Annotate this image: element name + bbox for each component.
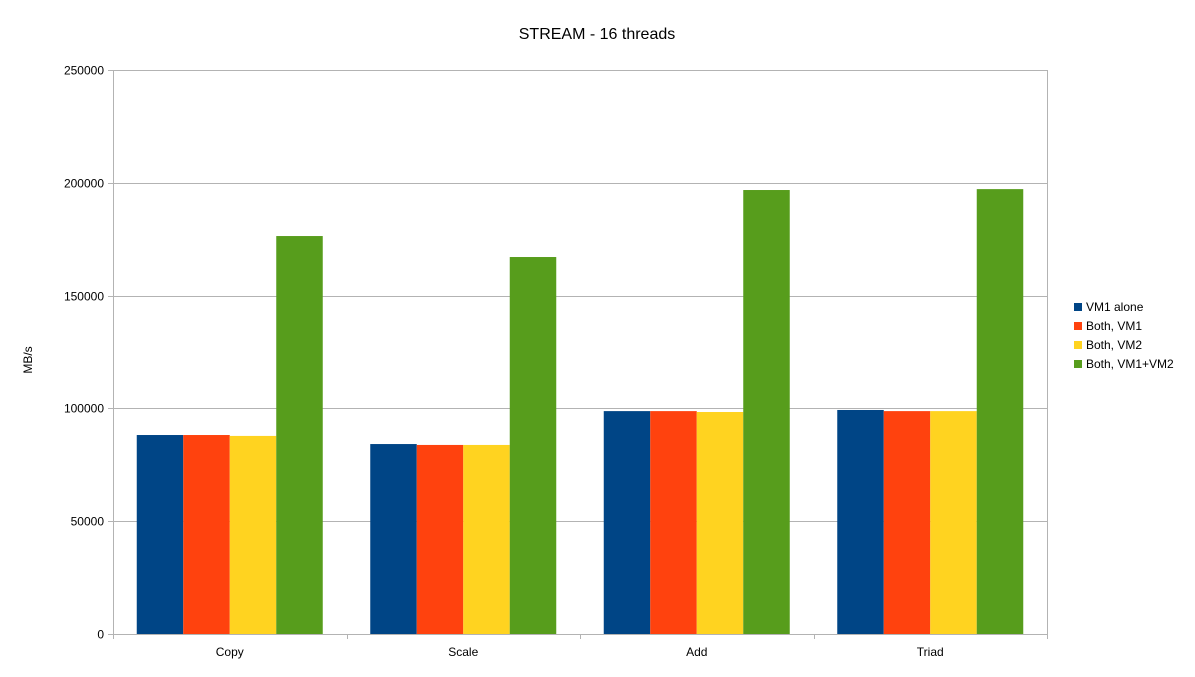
x-tick-label: Add [686, 645, 707, 659]
bar-scale-series-2 [463, 444, 510, 634]
bar-copy-series-0 [136, 435, 184, 634]
bar-triad-series-2 [930, 411, 977, 634]
x-tick-label: Copy [216, 645, 244, 659]
y-tick-label: 100000 [64, 402, 104, 416]
legend-label: Both, VM2 [1086, 338, 1142, 352]
legend-swatch [1074, 303, 1082, 311]
bar-add-series-1 [650, 411, 697, 634]
y-tick-label: 50000 [71, 515, 105, 529]
y-axis-label: MB/s [21, 346, 35, 373]
y-tick-label: 250000 [64, 64, 104, 78]
legend: VM1 alone Both, VM1 Both, VM2 Both, VM1+VM2 [1074, 300, 1174, 371]
bar-scale-series-1 [416, 444, 464, 634]
legend-label: VM1 alone [1086, 300, 1144, 314]
bar-add-series-2 [696, 412, 744, 634]
bar-add-series-3 [743, 190, 790, 634]
x-tick-label: Triad [917, 645, 944, 659]
bar-triad-series-3 [976, 189, 1024, 634]
bar-scale-series-3 [509, 257, 557, 634]
y-tick-label: 0 [97, 628, 104, 642]
legend-swatch [1074, 341, 1082, 349]
bar-add-series-0 [603, 411, 651, 634]
legend-swatch [1074, 322, 1082, 330]
bar-triad-series-1 [883, 411, 931, 634]
y-tick-label: 200000 [64, 177, 104, 191]
bar-scale-series-0 [370, 444, 417, 634]
legend-label: Both, VM1+VM2 [1086, 357, 1174, 371]
x-tick-label: Scale [448, 645, 478, 659]
chart-title: STREAM - 16 threads [519, 26, 676, 43]
bar-copy-series-2 [229, 435, 277, 634]
legend-swatch [1074, 360, 1082, 368]
y-tick-label: 150000 [64, 290, 104, 304]
bar-copy-series-3 [276, 236, 323, 634]
legend-label: Both, VM1 [1086, 319, 1142, 333]
bar-copy-series-1 [183, 435, 230, 634]
bar-triad-series-0 [837, 409, 884, 634]
